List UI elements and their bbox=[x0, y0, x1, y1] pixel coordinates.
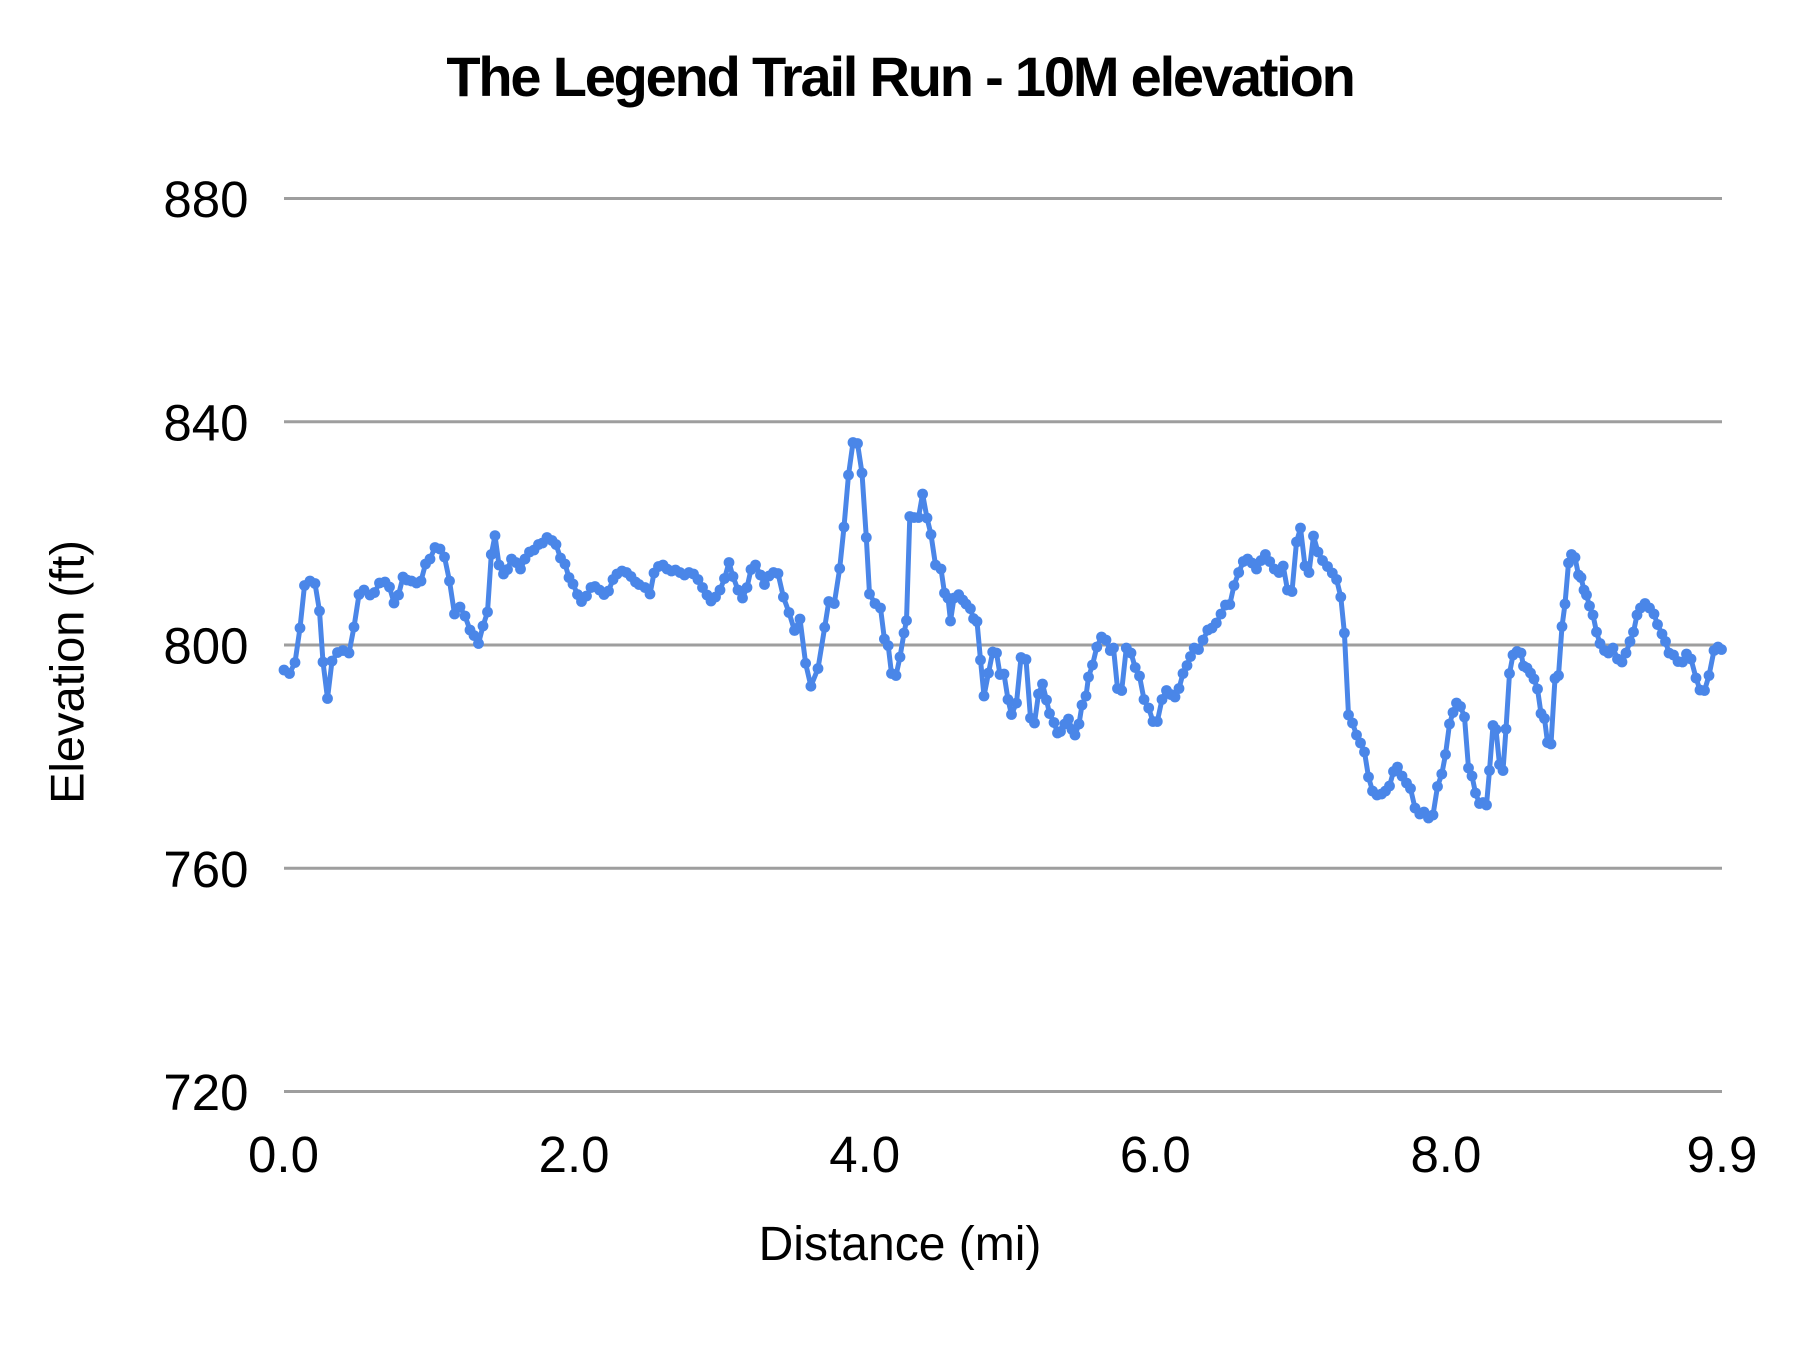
svg-text:8.0: 8.0 bbox=[1410, 1126, 1481, 1183]
svg-text:0.0: 0.0 bbox=[248, 1126, 319, 1183]
svg-text:6.0: 6.0 bbox=[1120, 1126, 1191, 1183]
svg-text:880: 880 bbox=[163, 171, 248, 228]
svg-text:Elevation (ft): Elevation (ft) bbox=[41, 540, 94, 804]
svg-text:720: 720 bbox=[163, 1064, 248, 1121]
svg-text:9.9: 9.9 bbox=[1687, 1126, 1758, 1183]
svg-text:Distance (mi): Distance (mi) bbox=[759, 1218, 1042, 1271]
svg-text:840: 840 bbox=[163, 394, 248, 451]
svg-text:4.0: 4.0 bbox=[829, 1126, 900, 1183]
svg-text:760: 760 bbox=[163, 841, 248, 898]
svg-text:The Legend Trail Run - 10M ele: The Legend Trail Run - 10M elevation bbox=[446, 45, 1353, 108]
svg-text:800: 800 bbox=[163, 618, 248, 675]
svg-text:2.0: 2.0 bbox=[539, 1126, 610, 1183]
